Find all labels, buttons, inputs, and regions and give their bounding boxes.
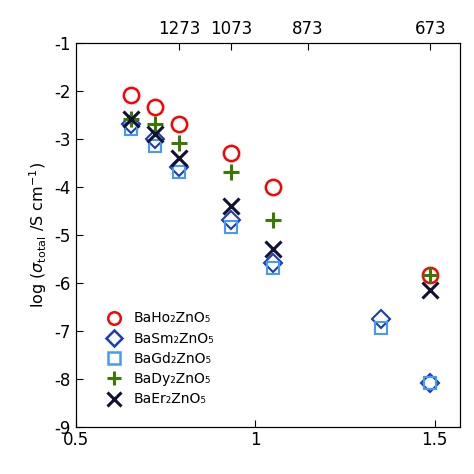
Legend: BaHo₂ZnO₅, BaSm₂ZnO₅, BaGd₂ZnO₅, BaDy₂ZnO₅, BaEr₂ZnO₅: BaHo₂ZnO₅, BaSm₂ZnO₅, BaGd₂ZnO₅, BaDy₂Zn…: [94, 306, 219, 412]
Y-axis label: log ($\sigma_{\rm total}$ /S cm$^{-1}$): log ($\sigma_{\rm total}$ /S cm$^{-1}$): [27, 162, 49, 308]
